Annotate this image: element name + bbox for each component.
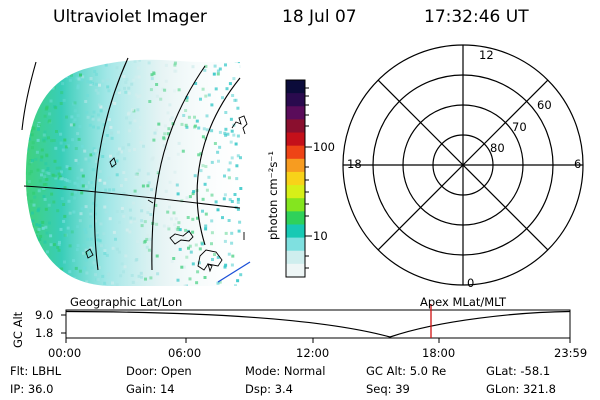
colorbar-tick-100: 100	[313, 140, 335, 154]
gcalt-field: GC Alt: 5.0 Re	[366, 364, 446, 378]
date-label: 18 Jul 07	[282, 7, 357, 27]
colorbar-cell	[286, 237, 305, 252]
mode-value: Normal	[283, 364, 326, 378]
seq-value: 39	[395, 382, 410, 396]
instrument-title: Ultraviolet Imager	[53, 7, 207, 27]
seq-label: Seq:	[366, 382, 392, 396]
seq-field: Seq: 39	[366, 382, 410, 396]
colorbar-tick-10: 10	[313, 229, 328, 243]
polar-plot	[342, 44, 584, 286]
gcalt-label: GC Alt:	[366, 364, 407, 378]
glon-field: GLon: 321.8	[486, 382, 556, 396]
flt-label: Flt:	[10, 364, 29, 378]
gc-alt-axis-title: GC Alt	[11, 311, 25, 348]
colorbar-cell	[286, 132, 305, 147]
colorbar-cell	[286, 80, 305, 94]
coastlines	[85, 115, 248, 273]
time-label: 17:32:46 UT	[424, 7, 529, 27]
map-gridlines	[21, 57, 241, 271]
flt-field: Flt: LBHL	[10, 364, 61, 378]
mlt-label-18: 18	[347, 157, 362, 171]
colorbar-cell	[286, 93, 305, 107]
colorbar-cell	[286, 211, 305, 225]
dsp-value: 3.4	[274, 382, 293, 396]
gain-field: Gain: 14	[126, 382, 175, 396]
glat-label: GLat:	[486, 364, 517, 378]
dsp-label: Dsp:	[245, 382, 272, 396]
colorbar-cell	[286, 145, 305, 160]
lat-label-80: 80	[490, 141, 505, 155]
apex-label: Apex MLat/MLT	[420, 295, 507, 309]
x-tick-2359: 23:59	[554, 346, 588, 360]
mlt-label-0: 0	[467, 276, 475, 290]
colorbar-cell	[286, 185, 305, 199]
x-tick-0600: 06:00	[168, 346, 202, 360]
mlt-label-12: 12	[479, 48, 494, 62]
lat-label-60: 60	[537, 98, 552, 112]
colorbar-cell	[286, 171, 305, 186]
glon-label: GLon:	[486, 382, 520, 396]
gain-label: Gain:	[126, 382, 157, 396]
gcalt-value: 5.0 Re	[409, 364, 447, 378]
geographic-label: Geographic Lat/Lon	[70, 295, 183, 309]
colorbar-cell	[286, 263, 305, 278]
flt-value: LBHL	[31, 364, 62, 378]
x-tick-1800: 18:00	[422, 346, 456, 360]
x-tick-0000: 00:00	[48, 346, 82, 360]
mode-label: Mode:	[245, 364, 281, 378]
y-tick-1-8: 1.8	[35, 326, 54, 340]
door-field: Door: Open	[126, 364, 192, 378]
colorbar-unit-label: photon cm⁻²s⁻¹	[266, 151, 280, 240]
ip-field: IP: 36.0	[10, 382, 53, 396]
colorbar-cell	[286, 198, 305, 212]
gain-value: 14	[159, 382, 175, 396]
ip-label: IP:	[10, 382, 25, 396]
y-tick-9: 9.0	[35, 308, 54, 322]
mlt-label-6: 6	[574, 157, 582, 171]
colorbar-cell	[286, 119, 305, 134]
lat-label-70: 70	[512, 120, 527, 134]
door-label: Door:	[126, 364, 158, 378]
ip-value: 36.0	[27, 382, 54, 396]
timeline-plot	[61, 304, 571, 343]
glon-value: 321.8	[522, 382, 556, 396]
colorbar	[285, 79, 312, 278]
uvi-image	[21, 57, 251, 287]
glat-field: GLat: -58.1	[486, 364, 550, 378]
colorbar-cell	[286, 106, 305, 120]
door-value: Open	[160, 364, 192, 378]
colorbar-cell	[286, 158, 305, 173]
x-tick-1200: 12:00	[296, 346, 330, 360]
colorbar-cell	[286, 250, 305, 265]
mode-field: Mode: Normal	[245, 364, 325, 378]
dsp-field: Dsp: 3.4	[245, 382, 293, 396]
colorbar-cell	[286, 224, 305, 239]
glat-value: -58.1	[520, 364, 551, 378]
